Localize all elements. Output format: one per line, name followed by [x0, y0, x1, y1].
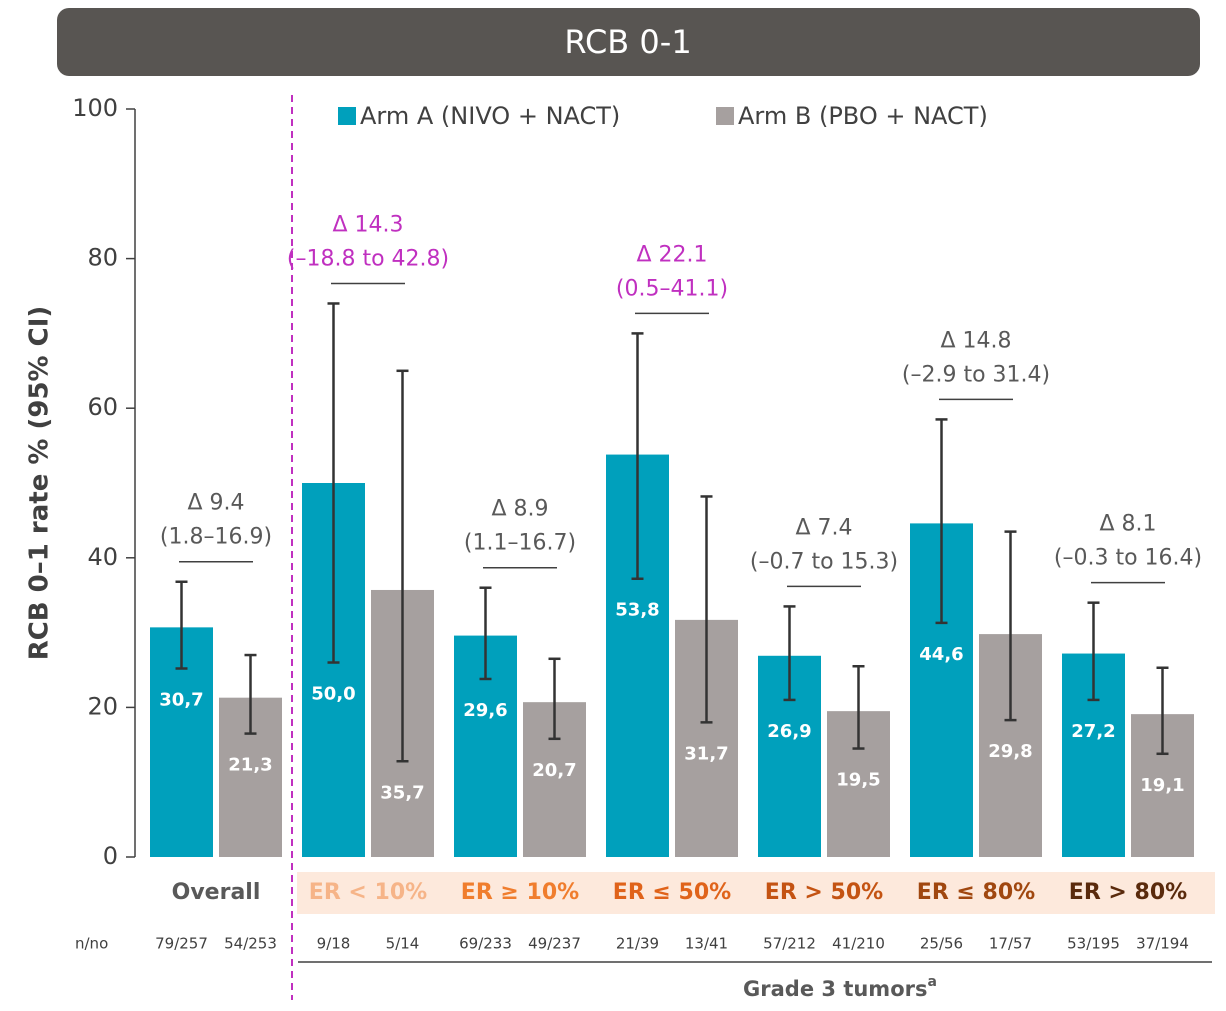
- value-label: 29,8: [988, 741, 1032, 762]
- y-tick-label: 80: [87, 244, 118, 272]
- value-label: 26,9: [767, 721, 811, 742]
- n-value: 79/257: [155, 935, 208, 953]
- n-value: 25/56: [920, 935, 963, 953]
- x-tick-label: ER < 10%: [309, 880, 427, 905]
- x-tick-label: ER ≤ 50%: [613, 880, 731, 905]
- legend-swatch: [338, 107, 356, 125]
- n-value: 17/57: [989, 935, 1032, 953]
- x-tick-label: ER > 80%: [1069, 880, 1187, 905]
- delta-text: (1.8–16.9): [160, 525, 272, 550]
- n-value: 54/253: [224, 935, 277, 953]
- delta-text: (–18.8 to 42.8): [287, 246, 449, 271]
- value-label: 29,6: [463, 700, 507, 721]
- n-value: 21/39: [616, 935, 659, 953]
- group-label: Grade 3 tumorsa: [743, 974, 937, 1001]
- value-label: 20,7: [532, 760, 576, 781]
- delta-text: (0.5–41.1): [616, 276, 728, 301]
- value-label: 30,7: [159, 690, 203, 711]
- y-tick-label: 100: [72, 94, 118, 122]
- value-label: 53,8: [615, 600, 659, 621]
- chart-title: RCB 0-1: [564, 23, 691, 61]
- n-value: 69/233: [459, 935, 512, 953]
- n-value: 57/212: [763, 935, 816, 953]
- value-label: 21,3: [228, 755, 272, 776]
- n-value: 37/194: [1136, 935, 1189, 953]
- value-label: 50,0: [311, 684, 355, 705]
- delta-text: Δ 22.1: [636, 242, 707, 267]
- value-label: 19,5: [836, 770, 880, 791]
- x-tick-label: ER ≤ 80%: [917, 880, 1035, 905]
- n-value: 49/237: [528, 935, 581, 953]
- y-tick-label: 20: [87, 692, 118, 720]
- y-tick-label: 0: [103, 842, 118, 870]
- n-value: 9/18: [317, 935, 351, 953]
- delta-text: Δ 7.4: [795, 515, 852, 540]
- n-value: 53/195: [1067, 935, 1120, 953]
- delta-text: (1.1–16.7): [464, 531, 576, 556]
- n-value: 13/41: [685, 935, 728, 953]
- x-tick-label: Overall: [172, 880, 261, 905]
- delta-text: (–2.9 to 31.4): [902, 362, 1050, 387]
- group-label-sup: a: [927, 974, 936, 990]
- value-label: 31,7: [684, 743, 728, 764]
- y-tick-label: 40: [87, 543, 118, 571]
- delta-text: (–0.3 to 16.4): [1054, 546, 1202, 571]
- delta-text: Δ 8.9: [491, 497, 548, 522]
- n-value: 5/14: [386, 935, 420, 953]
- delta-text: Δ 9.4: [187, 491, 244, 516]
- er-band: [297, 872, 1215, 914]
- x-tick-label: ER ≥ 10%: [461, 880, 579, 905]
- delta-text: Δ 14.3: [332, 212, 403, 237]
- x-tick-label: ER > 50%: [765, 880, 883, 905]
- n-label: n/no: [75, 935, 108, 953]
- delta-text: (–0.7 to 15.3): [750, 549, 898, 574]
- legend-swatch: [716, 107, 734, 125]
- value-label: 35,7: [380, 782, 424, 803]
- n-value: 41/210: [832, 935, 885, 953]
- delta-text: Δ 14.8: [940, 328, 1011, 353]
- value-label: 27,2: [1071, 721, 1115, 742]
- y-tick-label: 60: [87, 393, 118, 421]
- value-label: 44,6: [919, 644, 963, 665]
- legend-label: Arm B (PBO + NACT): [738, 102, 988, 130]
- group-label-text: Grade 3 tumors: [743, 977, 927, 1001]
- title-banner: [57, 8, 1200, 76]
- legend-label: Arm A (NIVO + NACT): [360, 102, 620, 130]
- value-label: 19,1: [1140, 775, 1184, 796]
- delta-text: Δ 8.1: [1099, 512, 1156, 537]
- y-axis-label: RCB 0–1 rate % (95% CI): [25, 306, 55, 661]
